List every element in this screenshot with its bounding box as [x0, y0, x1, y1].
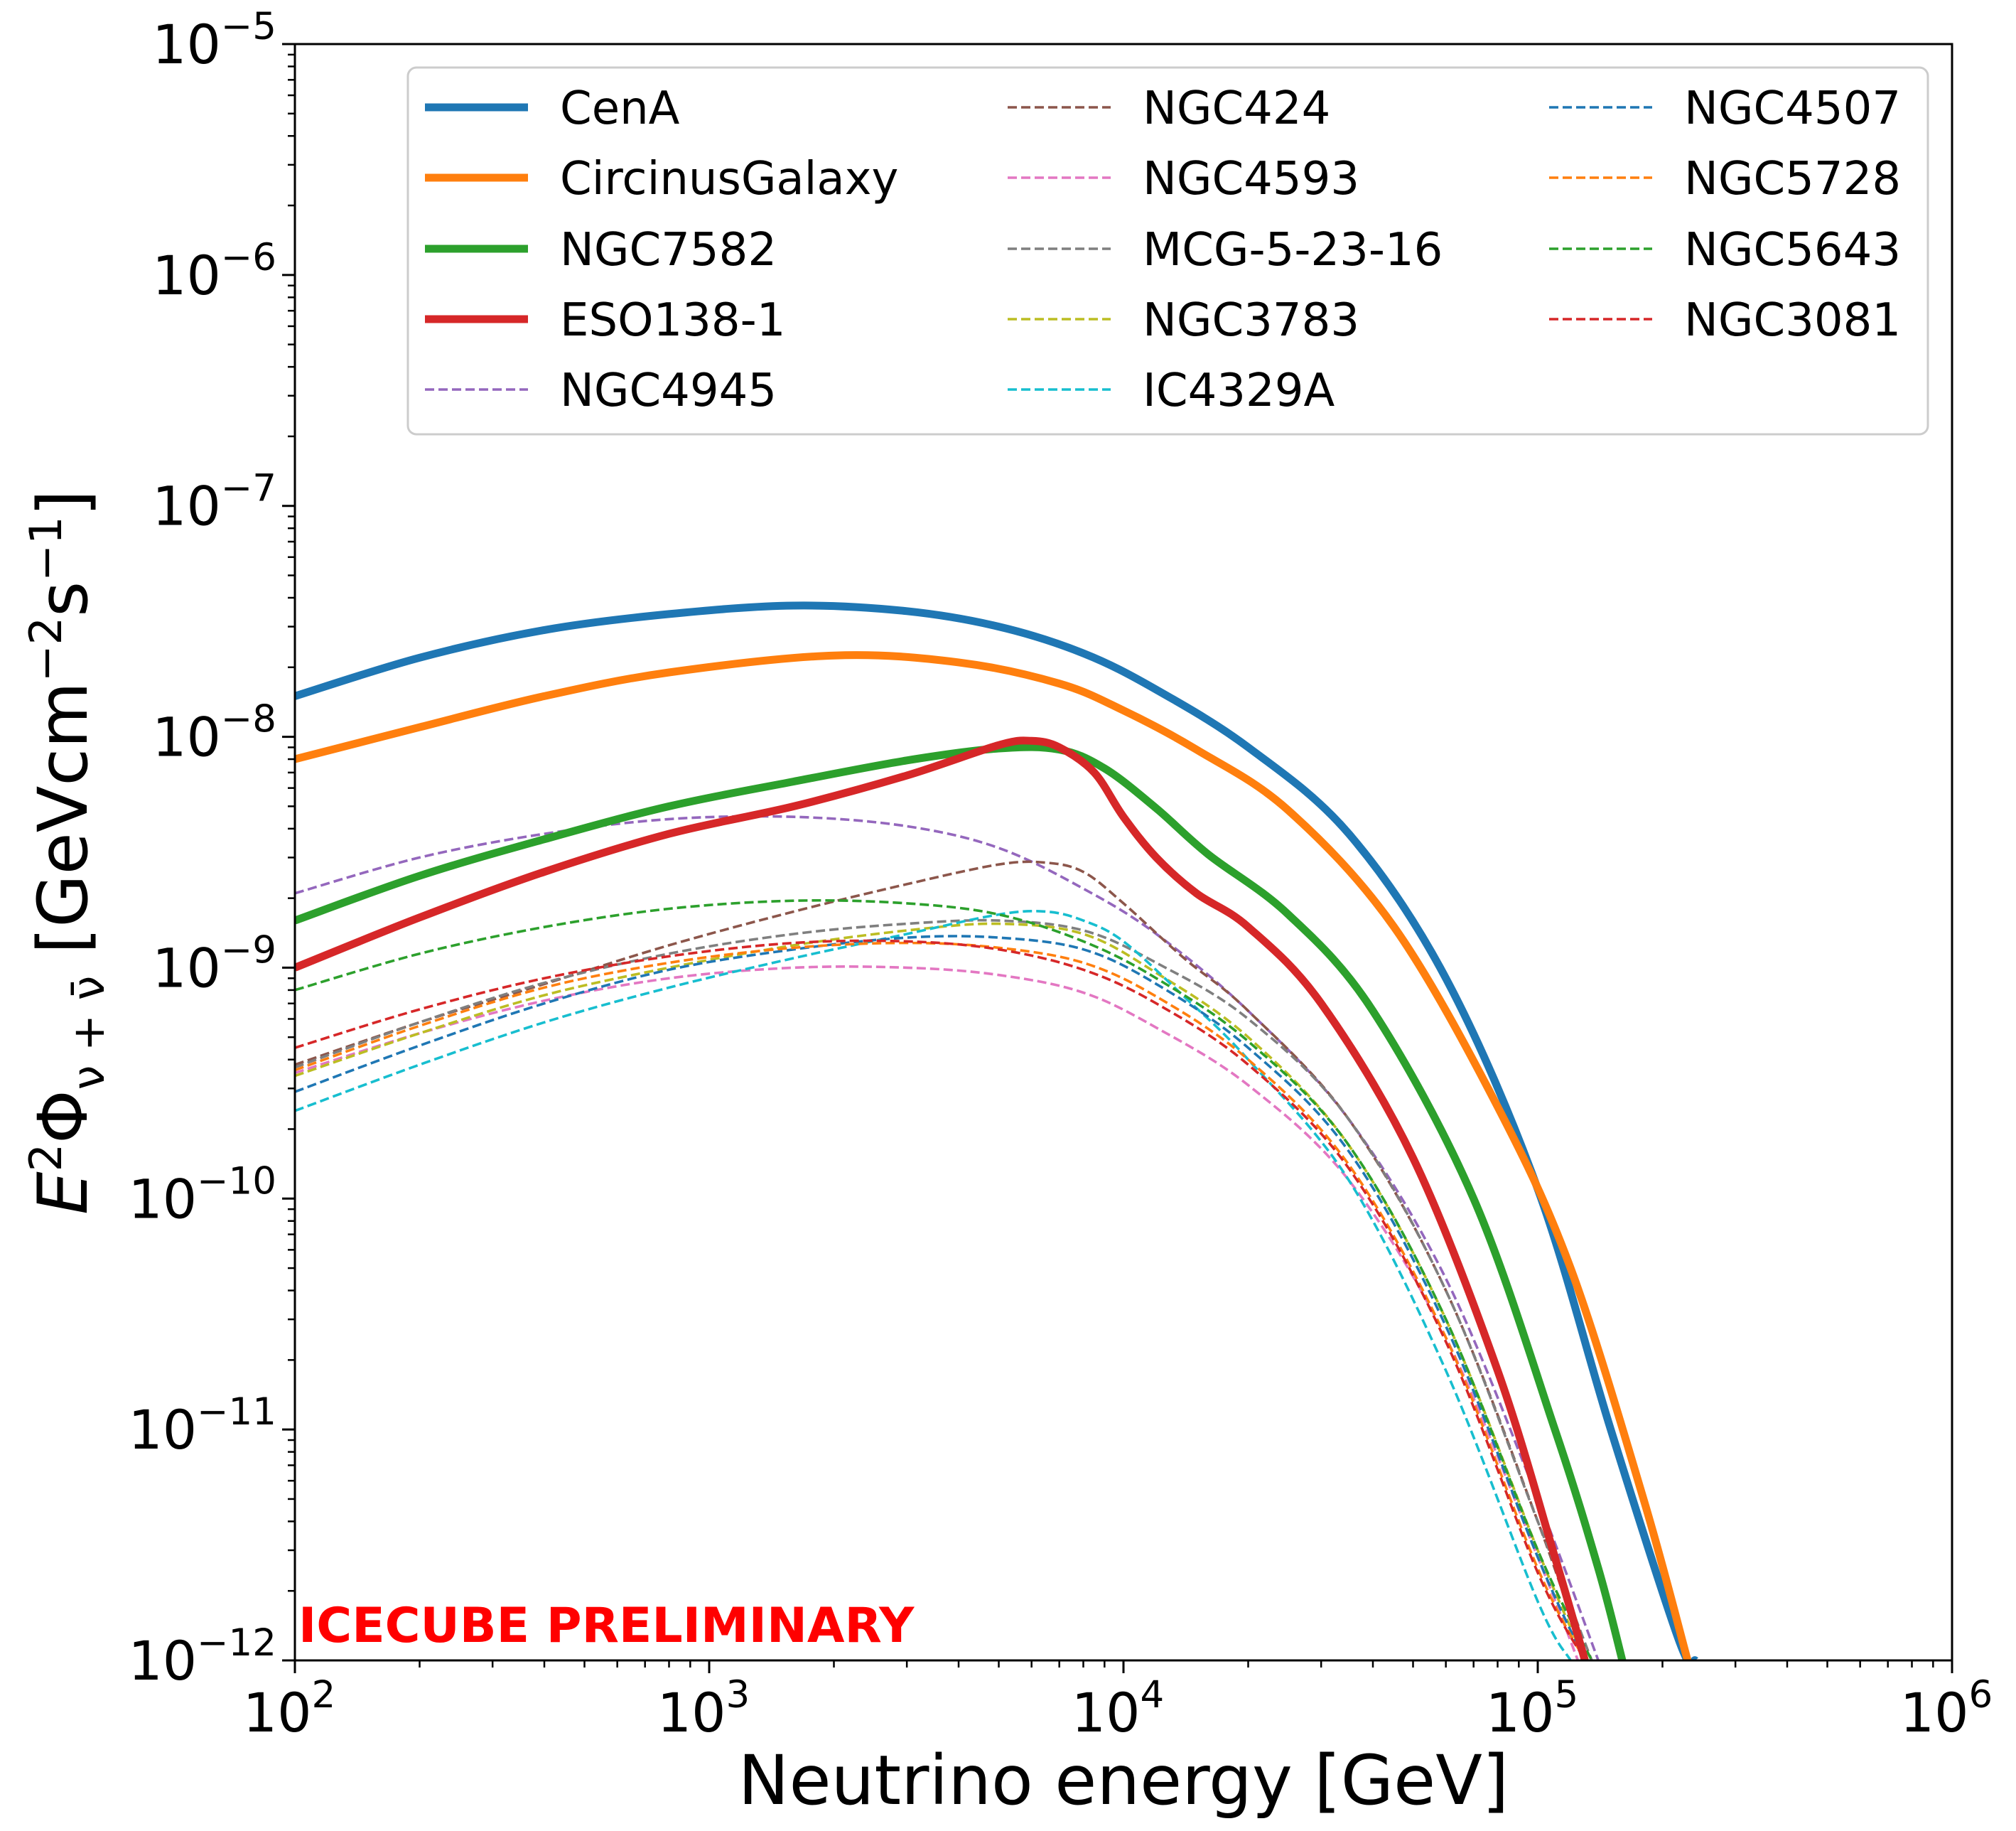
legend-label-cena: CenA — [560, 82, 680, 135]
y-tick-label: 10−5 — [152, 5, 276, 76]
y-tick-label: 10−7 — [152, 467, 276, 538]
series-line-mcg-5-23-16 — [295, 918, 1593, 1660]
legend-label-eso138-1: ESO138-1 — [560, 294, 785, 347]
x-tick-label: 103 — [657, 1673, 750, 1744]
series-line-ngc3081 — [295, 939, 1586, 1660]
legend-label-ngc4945: NGC4945 — [560, 365, 777, 417]
series-line-circinusgalaxy — [295, 651, 1692, 1660]
x-tick-label: 102 — [243, 1673, 335, 1744]
legend-label-circinusgalaxy: CircinusGalaxy — [560, 153, 898, 205]
series-line-ngc4507 — [295, 935, 1587, 1660]
x-axis-label: Neutrino energy [GeV] — [738, 1741, 1509, 1820]
x-tick-label: 105 — [1486, 1673, 1578, 1744]
legend-label-ngc5728: NGC5728 — [1684, 153, 1901, 205]
y-axis-label: E2Φν + ν̄ [GeVcm−2s−1] — [20, 490, 114, 1215]
series-line-ngc5643 — [295, 898, 1593, 1660]
legend-label-ngc7582: NGC7582 — [560, 224, 777, 276]
series-layer — [295, 601, 1699, 1660]
legend-frame — [406, 66, 1929, 436]
y-tick-label: 10−9 — [152, 928, 276, 999]
legend-label-mcg-5-23-16: MCG-5-23-16 — [1143, 224, 1443, 276]
y-tick-label: 10−8 — [152, 698, 276, 769]
series-line-ngc5728 — [295, 941, 1587, 1660]
y-tick-label: 10−11 — [128, 1390, 276, 1461]
legend-label-ngc4507: NGC4507 — [1684, 82, 1901, 135]
legend-label-ic4329a: IC4329A — [1143, 365, 1335, 417]
legend-label-ngc3081: NGC3081 — [1684, 294, 1901, 347]
y-tick-label: 10−6 — [152, 236, 276, 307]
x-tick-label: 104 — [1072, 1673, 1164, 1744]
y-tick-label: 10−10 — [128, 1159, 276, 1230]
legend-label-ngc4593: NGC4593 — [1143, 153, 1359, 205]
preliminary-annotation: ICECUBE PRELIMINARY — [298, 1598, 915, 1654]
series-line-cena — [295, 601, 1699, 1660]
series-line-ngc3783 — [295, 922, 1587, 1660]
series-line-ngc4593 — [295, 965, 1580, 1660]
series-line-ic4329a — [295, 909, 1572, 1660]
y-tick-label: 10−12 — [128, 1621, 276, 1692]
legend-label-ngc424: NGC424 — [1143, 82, 1330, 135]
series-line-ngc7582 — [295, 743, 1627, 1660]
legend: CenA CircinusGalaxy NGC7582 ESO138-1 NGC4945… — [406, 66, 1929, 436]
x-tick-label: 106 — [1900, 1673, 1993, 1744]
legend-label-ngc5643: NGC5643 — [1684, 224, 1901, 276]
legend-label-ngc3783: NGC3783 — [1143, 294, 1359, 347]
series-line-eso138-1 — [295, 736, 1589, 1660]
ticks-layer: 102 103 104 105 106 10−12 10−11 10−10 10−9 10−8 10… — [128, 5, 1993, 1744]
